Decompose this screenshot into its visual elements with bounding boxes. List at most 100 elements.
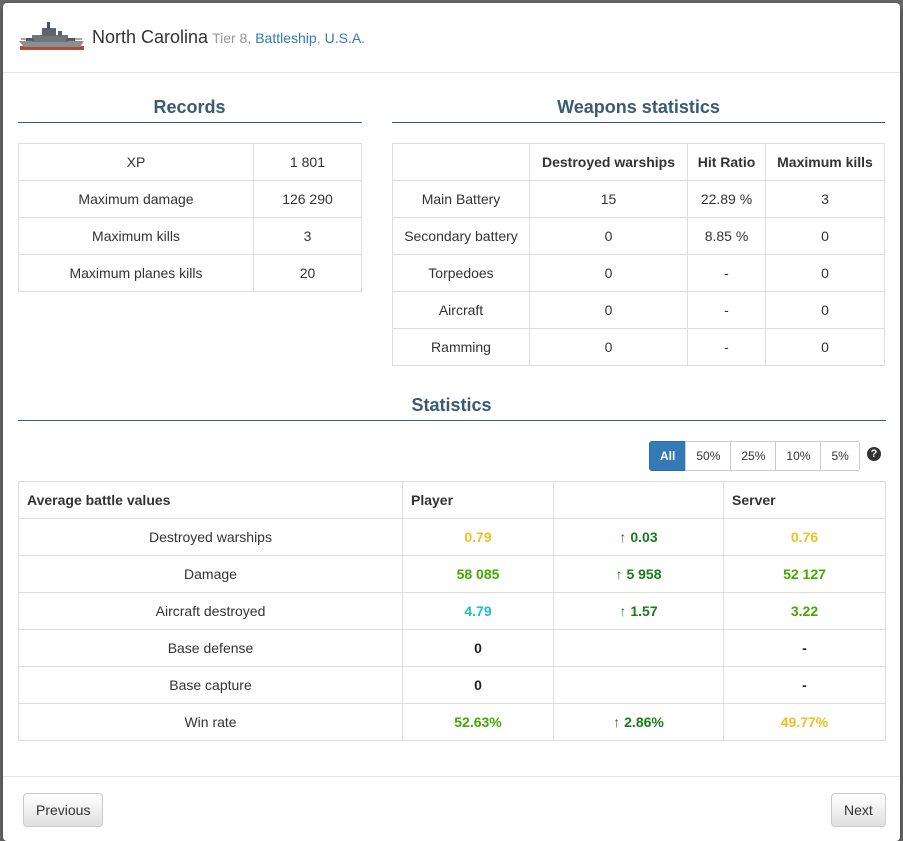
stats-header-diff [553,481,724,519]
weapon-hit-ratio: 8.85 % [687,217,766,255]
filter-all-button[interactable]: All [649,441,687,471]
arrow-up-icon: ↑ [615,566,623,582]
weapons-header-max-kills: Maximum kills [765,143,885,181]
stat-diff-value: 1.57 [630,603,658,619]
question-circle-icon[interactable]: ? [867,447,881,461]
weapon-destroyed: 0 [529,291,688,329]
weapon-destroyed: 0 [529,328,688,366]
stat-player-value: 0 [402,666,554,704]
record-value: 126 290 [253,180,362,218]
stat-label: Destroyed warships [18,518,403,556]
stat-server-value: 52 127 [723,555,886,593]
weapon-max-kills: 0 [765,328,885,366]
table-row: Destroyed warships 0.79 ↑ 0.03 0.76 [18,518,886,556]
arrow-up-icon: ↑ [619,603,627,619]
weapon-name: Ramming [392,328,530,366]
weapons-table: Destroyed warships Hit Ratio Maximum kil… [392,143,885,366]
table-row: Main Battery 15 22.89 % 3 [392,180,885,218]
table-row: XP 1 801 [18,143,362,181]
stat-label: Base defense [18,629,403,667]
records-title: Records [153,97,226,117]
stat-server-value: - [723,666,886,704]
weapon-hit-ratio: - [687,328,766,366]
stat-player-value: 52.63% [402,703,554,741]
statistics-table: Average battle values Player Server Dest… [18,481,886,741]
stat-player-value: 0.79 [402,518,554,556]
filter-10-button[interactable]: 10% [775,441,822,471]
stat-label: Damage [18,555,403,593]
table-row: Maximum damage 126 290 [18,180,362,218]
arrow-up-icon: ↑ [613,714,621,730]
table-row: Base capture 0 - [18,666,886,704]
weapon-max-kills: 0 [765,254,885,292]
table-row: Aircraft 0 - 0 [392,291,885,329]
record-label: Maximum kills [18,217,254,255]
stat-player-value: 4.79 [402,592,554,630]
table-header-row: Average battle values Player Server [18,481,886,519]
stat-diff-value: 5 958 [626,566,662,582]
modal-header: North Carolina Tier 8, Battleship, U.S.A… [3,3,900,73]
weapons-header-destroyed: Destroyed warships [529,143,688,181]
stat-server-value: - [723,629,886,667]
weapon-hit-ratio: - [687,254,766,292]
stat-player-value: 58 085 [402,555,554,593]
weapon-destroyed: 0 [529,254,688,292]
stat-diff-cell: ↑ 5 958 [553,555,724,593]
record-value: 20 [253,254,362,292]
weapon-max-kills: 3 [765,180,885,218]
ship-type-link[interactable]: Battleship [255,29,317,46]
table-row: Ramming 0 - 0 [392,328,885,366]
next-button[interactable]: Next [831,793,886,827]
filter-5-button[interactable]: 5% [820,441,860,471]
weapon-name: Main Battery [392,180,530,218]
stats-header-label: Average battle values [18,481,403,519]
stat-diff-cell: ↑ 1.57 [553,592,724,630]
weapon-max-kills: 0 [765,217,885,255]
stat-diff-cell [553,629,724,667]
weapon-hit-ratio: - [687,291,766,329]
page-backdrop [0,0,903,4]
ship-tier: Tier 8, [212,29,252,46]
records-divider [18,122,362,123]
stat-server-value: 0.76 [723,518,886,556]
record-label: Maximum planes kills [18,254,254,292]
weapon-hit-ratio: 22.89 % [687,180,766,218]
modal-footer: Previous Next [3,776,900,841]
stats-header-server: Server [723,481,886,519]
ship-icon [19,21,84,50]
stat-diff-cell [553,666,724,704]
table-row: Base defense 0 - [18,629,886,667]
stat-diff-value: 2.86% [624,714,664,730]
weapon-name: Aircraft [392,291,530,329]
table-header-row: Destroyed warships Hit Ratio Maximum kil… [392,143,885,181]
table-row: Torpedoes 0 - 0 [392,254,885,292]
weapons-title: Weapons statistics [557,97,720,117]
weapons-header-hit-ratio: Hit Ratio [687,143,766,181]
table-row: Damage 58 085 ↑ 5 958 52 127 [18,555,886,593]
records-table: XP 1 801 Maximum damage 126 290 Maximum … [18,143,362,292]
weapon-destroyed: 0 [529,217,688,255]
table-row: Maximum kills 3 [18,217,362,255]
table-row: Secondary battery 0 8.85 % 0 [392,217,885,255]
stats-header-player: Player [402,481,554,519]
filter-50-button[interactable]: 50% [685,441,732,471]
filter-25-button[interactable]: 25% [730,441,777,471]
stat-server-value: 49.77% [723,703,886,741]
ship-name: North Carolina [92,27,209,47]
ship-details-modal: North Carolina Tier 8, Battleship, U.S.A… [3,3,900,841]
stat-label: Win rate [18,703,403,741]
weapons-divider [392,122,885,123]
record-label: Maximum damage [18,180,254,218]
stat-diff-cell: ↑ 2.86% [553,703,724,741]
previous-button[interactable]: Previous [23,793,104,827]
table-row: Maximum planes kills 20 [18,254,362,292]
ship-nation-link[interactable]: U.S.A. [324,29,366,46]
record-value: 3 [253,217,362,255]
weapon-name: Secondary battery [392,217,530,255]
weapons-header-empty [392,143,530,181]
weapon-destroyed: 15 [529,180,688,218]
stat-player-value: 0 [402,629,554,667]
stat-server-value: 3.22 [723,592,886,630]
table-row: Win rate 52.63% ↑ 2.86% 49.77% [18,703,886,741]
table-row: Aircraft destroyed 4.79 ↑ 1.57 3.22 [18,592,886,630]
